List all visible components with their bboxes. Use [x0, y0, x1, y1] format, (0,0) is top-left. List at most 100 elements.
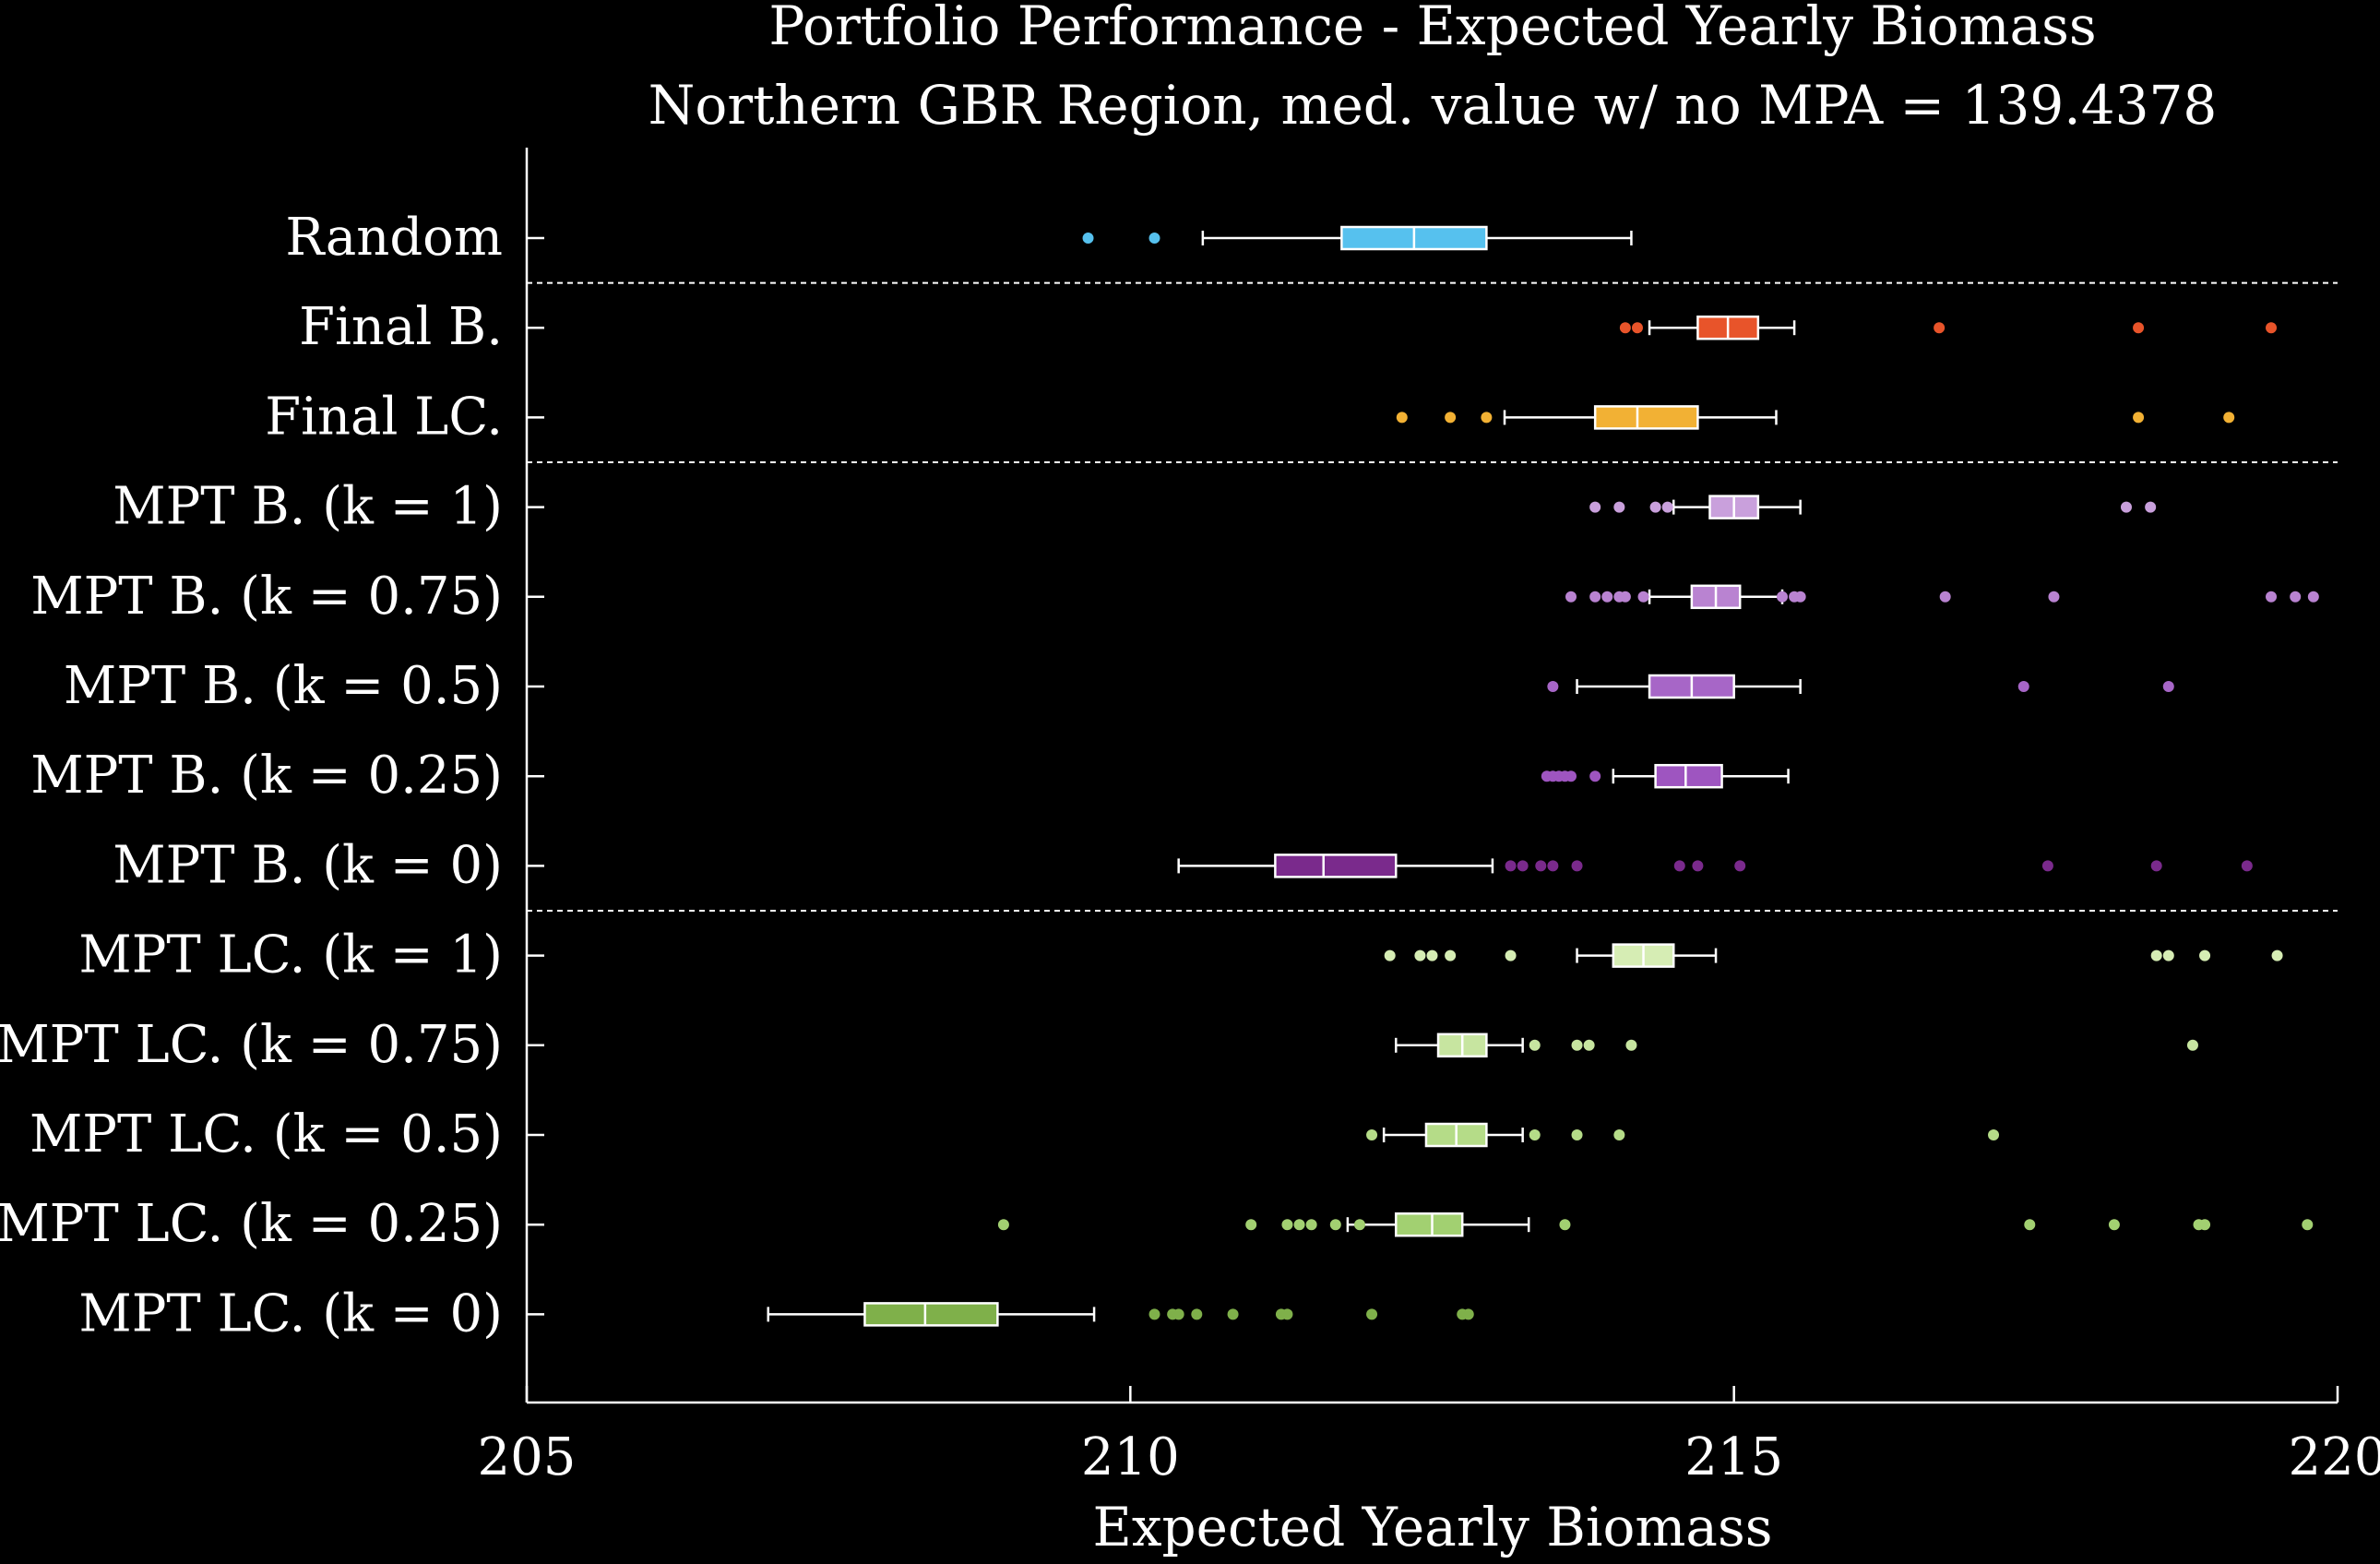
- box-series: [1547, 674, 2174, 699]
- outlier-point: [1505, 860, 1517, 872]
- outlier-point: [1366, 1129, 1378, 1140]
- outlier-point: [2266, 591, 2278, 603]
- y-tick-label: MPT B. (k = 0.25): [30, 746, 503, 806]
- outlier-point: [1939, 591, 1951, 603]
- outlier-point: [1619, 591, 1631, 603]
- x-tick-label: 215: [1684, 1427, 1783, 1487]
- outlier-point: [1384, 949, 1396, 961]
- outlier-point: [2186, 1039, 2198, 1051]
- outlier-point: [1613, 1129, 1625, 1140]
- outlier-point: [2108, 1219, 2120, 1231]
- x-tick-label: 220: [2289, 1427, 2380, 1487]
- outlier-point: [1329, 1219, 1341, 1231]
- outlier-point: [1619, 322, 1631, 334]
- outlier-point: [2024, 1219, 2036, 1231]
- outlier-point: [997, 1219, 1009, 1231]
- outlier-point: [1649, 501, 1661, 513]
- outlier-point: [2120, 501, 2132, 513]
- outlier-point: [1583, 1039, 1595, 1051]
- outlier-point: [1777, 591, 1789, 603]
- outlier-point: [1547, 681, 1559, 692]
- outlier-point: [1613, 501, 1625, 513]
- y-tick-label: MPT LC. (k = 0.25): [0, 1194, 503, 1254]
- outlier-point: [1529, 1039, 1541, 1051]
- box-series: [1384, 943, 2283, 968]
- outlier-point: [1547, 860, 1559, 872]
- y-tick-label: MPT B. (k = 0.5): [64, 656, 503, 716]
- iqr-box: [863, 1302, 999, 1327]
- iqr-box: [1654, 763, 1723, 789]
- outlier-point: [1692, 860, 1704, 872]
- outlier-point: [2048, 591, 2060, 603]
- outlier-point: [1571, 860, 1583, 872]
- outlier-point: [1481, 412, 1493, 424]
- outlier-point: [2150, 949, 2162, 961]
- outlier-point: [1794, 591, 1806, 603]
- box-series-group: [767, 225, 2319, 1327]
- outlier-point: [1734, 860, 1746, 872]
- outlier-point: [1505, 949, 1517, 961]
- outlier-point: [1571, 1039, 1583, 1051]
- outlier-point: [2133, 412, 2145, 424]
- box-series: [1589, 495, 2157, 519]
- outlier-point: [1589, 770, 1601, 782]
- outlier-point: [2241, 860, 2253, 872]
- outlier-point: [2162, 949, 2174, 961]
- outlier-point: [1934, 322, 1946, 334]
- box-series: [997, 1212, 2314, 1237]
- outlier-point: [2271, 949, 2283, 961]
- outlier-point: [1571, 1129, 1583, 1140]
- outlier-point: [1625, 1039, 1637, 1051]
- outlier-point: [2162, 681, 2174, 692]
- outlier-point: [2145, 501, 2157, 513]
- outlier-point: [1305, 1219, 1317, 1231]
- box-series: [1177, 854, 2253, 878]
- y-tick-label: Final LC.: [265, 387, 503, 447]
- outlier-point: [1082, 233, 1094, 244]
- outlier-point: [2223, 412, 2235, 424]
- box-series: [1396, 405, 2235, 430]
- box-series: [1366, 1122, 2000, 1148]
- outlier-point: [1293, 1219, 1305, 1231]
- outlier-point: [1245, 1219, 1257, 1231]
- outlier-point: [1281, 1219, 1293, 1231]
- y-tick-label: MPT LC. (k = 0.5): [30, 1104, 503, 1164]
- outlier-point: [1191, 1308, 1203, 1320]
- outlier-point: [1601, 591, 1613, 603]
- outlier-point: [2307, 591, 2319, 603]
- outlier-point: [1445, 949, 1457, 961]
- x-tick-label: 205: [478, 1427, 577, 1487]
- outlier-point: [2266, 322, 2278, 334]
- outlier-point: [1462, 1308, 1474, 1320]
- y-tick-label: MPT B. (k = 1): [113, 477, 503, 537]
- outlier-point: [1148, 1308, 1160, 1320]
- outlier-point: [1589, 501, 1601, 513]
- outlier-point: [1366, 1308, 1378, 1320]
- x-axis-label: Expected Yearly Biomass: [1092, 1496, 1772, 1558]
- outlier-point: [1396, 412, 1408, 424]
- outlier-point: [1445, 412, 1457, 424]
- iqr-box: [1593, 405, 1699, 430]
- y-tick-label: Random: [285, 208, 503, 268]
- outlier-point: [2302, 1219, 2314, 1231]
- outlier-point: [2041, 860, 2053, 872]
- outlier-point: [1559, 1219, 1571, 1231]
- outlier-point: [2199, 949, 2211, 961]
- outlier-point: [1172, 1308, 1184, 1320]
- outlier-point: [1281, 1308, 1293, 1320]
- y-tick-label: MPT LC. (k = 0): [78, 1283, 503, 1343]
- x-tick-label: 210: [1081, 1427, 1180, 1487]
- outlier-point: [1637, 591, 1649, 603]
- iqr-box: [1394, 1212, 1464, 1237]
- outlier-point: [1426, 949, 1438, 961]
- outlier-point: [2017, 681, 2029, 692]
- y-tick-label: MPT LC. (k = 1): [78, 925, 503, 985]
- outlier-point: [2150, 860, 2162, 872]
- box-series: [1082, 225, 1633, 251]
- outlier-point: [2290, 591, 2302, 603]
- outlier-point: [1414, 949, 1426, 961]
- box-series: [1565, 584, 2319, 610]
- outlier-point: [1988, 1129, 2000, 1140]
- outlier-point: [2133, 322, 2145, 334]
